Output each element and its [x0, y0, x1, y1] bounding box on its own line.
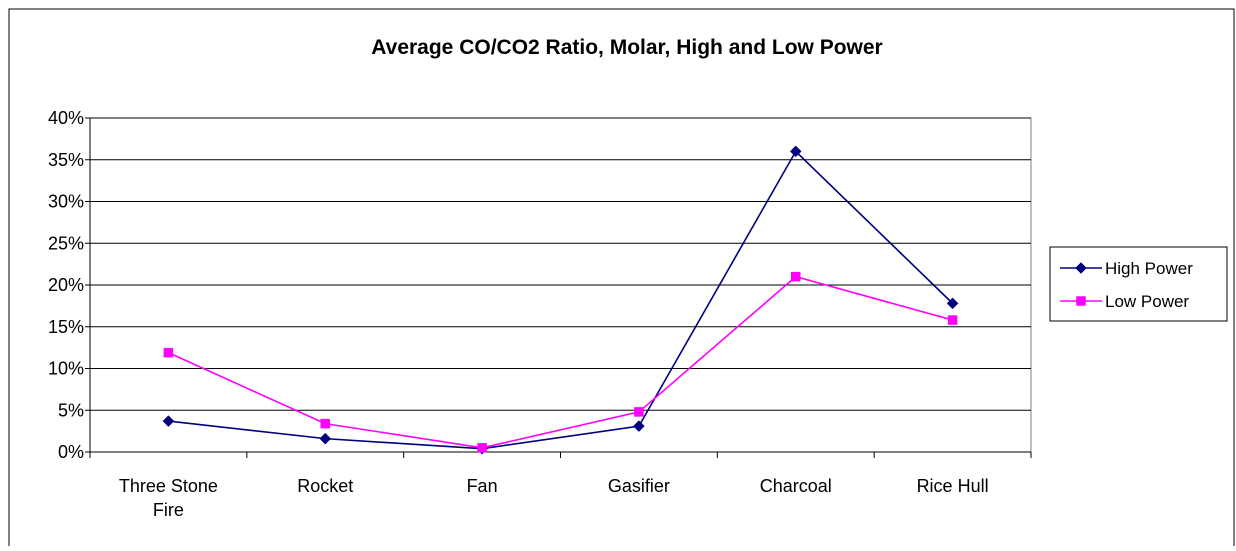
- data-point: [947, 315, 958, 325]
- x-tick-label: Fan: [467, 476, 498, 496]
- data-point: [163, 347, 174, 358]
- data-point: [789, 145, 802, 158]
- x-tick-label: Rocket: [297, 476, 353, 496]
- legend-swatch-marker: [1076, 296, 1086, 306]
- x-tick-label: Rice Hull: [917, 476, 989, 496]
- plot-area: [89, 117, 1032, 453]
- y-tick-label: 10%: [48, 359, 84, 379]
- legend-swatch-marker: [1075, 262, 1087, 274]
- y-axis: 0% 5% 10% 15% 20% 25% 30% 35% 40%: [48, 108, 91, 462]
- data-point: [320, 418, 330, 429]
- chart-title: Average CO/CO2 Ratio, Molar, High and Lo…: [371, 36, 882, 59]
- x-tick-label: Gasifier: [608, 476, 670, 496]
- data-point: [791, 271, 801, 282]
- series-layer: [162, 145, 959, 455]
- series-1: [163, 271, 958, 453]
- y-tick-label: 40%: [48, 108, 84, 128]
- data-point: [319, 432, 332, 445]
- data-point: [633, 420, 645, 432]
- x-axis: Three Stone Fire Rocket Fan Gasifier Charcoal…: [89, 451, 1032, 520]
- legend-box: [1049, 246, 1228, 322]
- legend-label: Low Power: [1105, 292, 1189, 311]
- y-tick-label: 20%: [48, 275, 84, 295]
- series-line: [168, 150, 954, 450]
- legend-item: High Power: [1060, 259, 1193, 278]
- y-tick-label: 0%: [58, 442, 84, 462]
- y-tick-label: 35%: [48, 150, 84, 170]
- legend-item: Low Power: [1060, 292, 1189, 311]
- y-tick-label: 25%: [48, 233, 84, 253]
- data-point: [634, 407, 644, 417]
- legend-label: High Power: [1105, 259, 1193, 278]
- data-point: [477, 443, 487, 453]
- y-tick-label: 15%: [48, 317, 84, 337]
- y-tick-label: 30%: [48, 192, 84, 212]
- data-point: [162, 415, 175, 427]
- data-point: [946, 297, 959, 310]
- legend: High Power Low Power: [1049, 246, 1228, 322]
- x-tick-label: Three Stone Fire: [119, 476, 218, 520]
- y-tick-label: 5%: [58, 400, 84, 420]
- series-line: [168, 275, 953, 449]
- x-tick-label: Charcoal: [760, 476, 832, 496]
